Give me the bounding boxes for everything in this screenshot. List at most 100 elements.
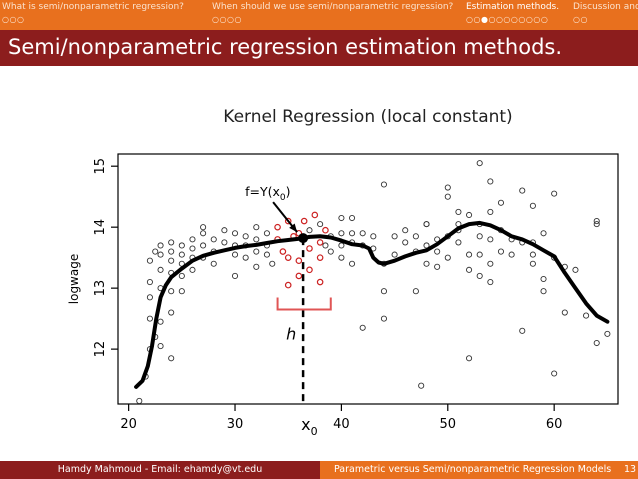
nav-dot[interactable]: ○: [495, 15, 504, 24]
data-point: [231, 230, 239, 237]
nav-dots-when-to-use[interactable]: ○○○○: [212, 15, 242, 24]
data-point: [327, 248, 334, 255]
data-point: [593, 339, 600, 347]
data-point: [476, 233, 483, 240]
data-point: [497, 199, 505, 206]
data-point: [593, 218, 600, 225]
annotation-x0-sub: 0: [311, 425, 318, 438]
data-point: [455, 239, 462, 246]
data-point: [444, 193, 451, 200]
data-point: [487, 260, 494, 267]
nav-dot[interactable]: ○: [466, 15, 474, 24]
nav-dot[interactable]: ○: [540, 15, 549, 24]
data-point: [455, 208, 462, 215]
data-point: [269, 260, 276, 267]
data-point: [418, 382, 425, 389]
nav-section-discussion[interactable]: Discussion and: [573, 2, 638, 12]
data-points: [136, 160, 611, 405]
data-point: [391, 251, 398, 258]
nav-dots-discussion[interactable]: ○○: [573, 15, 588, 24]
data-point: [168, 288, 175, 295]
y-axis: 12 13 14 15: [93, 158, 118, 357]
x-tick-label: 40: [333, 417, 350, 432]
footer-author: Hamdy Mahmoud - Email: ehamdy@vt.edu: [0, 461, 320, 479]
data-point: [583, 312, 590, 319]
nav-dot[interactable]: ○: [533, 15, 541, 24]
data-point: [168, 248, 175, 255]
highlighted-point: [316, 239, 324, 246]
nav-section-when-to-use[interactable]: When should we use semi/nonparametric re…: [212, 2, 454, 12]
nav-dot[interactable]: ○: [525, 15, 534, 24]
f-annotation-arrowhead: [289, 223, 298, 233]
data-point: [263, 230, 270, 237]
data-point: [497, 248, 505, 255]
data-point: [242, 233, 249, 240]
data-point: [221, 227, 228, 234]
data-point: [370, 233, 377, 240]
data-point: [572, 266, 579, 273]
highlighted-points: [274, 211, 329, 289]
data-point: [487, 236, 494, 243]
x-tick-label: 30: [227, 417, 244, 432]
nav-dot[interactable]: ○: [510, 15, 519, 24]
highlighted-point: [306, 266, 313, 274]
annotation-f-label: f=Y(x0): [245, 184, 290, 203]
highlighted-point: [284, 281, 292, 289]
data-point: [146, 315, 153, 322]
y-axis-label: logwage: [67, 254, 81, 304]
data-point: [466, 251, 473, 258]
nav-dot[interactable]: ●: [480, 15, 489, 24]
data-point: [189, 266, 196, 273]
data-point: [157, 318, 164, 325]
data-point: [253, 236, 260, 243]
annotation-x0-text: x: [301, 415, 310, 434]
data-point: [231, 251, 239, 258]
data-point: [444, 254, 451, 261]
data-point: [200, 224, 207, 231]
highlighted-point: [316, 254, 324, 261]
data-point: [529, 251, 536, 258]
highlighted-point: [274, 223, 281, 231]
footer-talk-title: Parametric versus Semi/nonparametric Reg…: [334, 464, 612, 475]
data-point: [434, 248, 441, 255]
data-point: [423, 260, 430, 267]
y-tick-label: 15: [93, 158, 108, 175]
nav-dot[interactable]: ○: [473, 15, 481, 24]
nav-dots-estimation-methods[interactable]: ○○●○○○○○○○○: [466, 15, 548, 24]
data-point: [338, 254, 345, 261]
annotation-x0-label: x0: [301, 415, 317, 438]
data-point: [519, 327, 526, 334]
data-point: [359, 324, 366, 331]
nav-dot[interactable]: ○: [503, 15, 511, 24]
data-point: [487, 208, 494, 215]
data-point: [338, 230, 345, 237]
data-point: [210, 236, 217, 243]
data-point: [540, 288, 547, 295]
data-point: [157, 266, 164, 273]
highlighted-point: [311, 211, 319, 219]
data-point: [444, 184, 451, 191]
nav-dot[interactable]: ○: [488, 15, 496, 24]
nav-dots-what-is[interactable]: ○○○: [2, 15, 25, 24]
data-point: [466, 266, 473, 273]
data-point: [253, 248, 260, 255]
highlighted-point: [295, 257, 303, 265]
data-point: [146, 294, 153, 301]
annotation-h-label: h: [286, 324, 296, 343]
data-point: [306, 227, 313, 234]
data-point: [348, 260, 356, 267]
highlighted-point: [295, 272, 303, 280]
data-point: [412, 233, 419, 240]
data-point: [540, 230, 547, 237]
footer-bar: Hamdy Mahmoud - Email: ehamdy@vt.edu Par…: [0, 461, 638, 479]
data-point: [189, 245, 196, 252]
nav-section-what-is[interactable]: What is semi/nonparametric regression?: [2, 2, 184, 12]
highlighted-point: [284, 254, 292, 261]
data-point: [476, 272, 483, 280]
data-point: [263, 251, 270, 258]
nav-section-estimation-methods[interactable]: Estimation methods.: [466, 2, 560, 12]
nav-dot[interactable]: ○: [518, 15, 526, 24]
data-point: [200, 242, 207, 249]
data-point: [157, 251, 164, 258]
data-point: [476, 251, 483, 258]
